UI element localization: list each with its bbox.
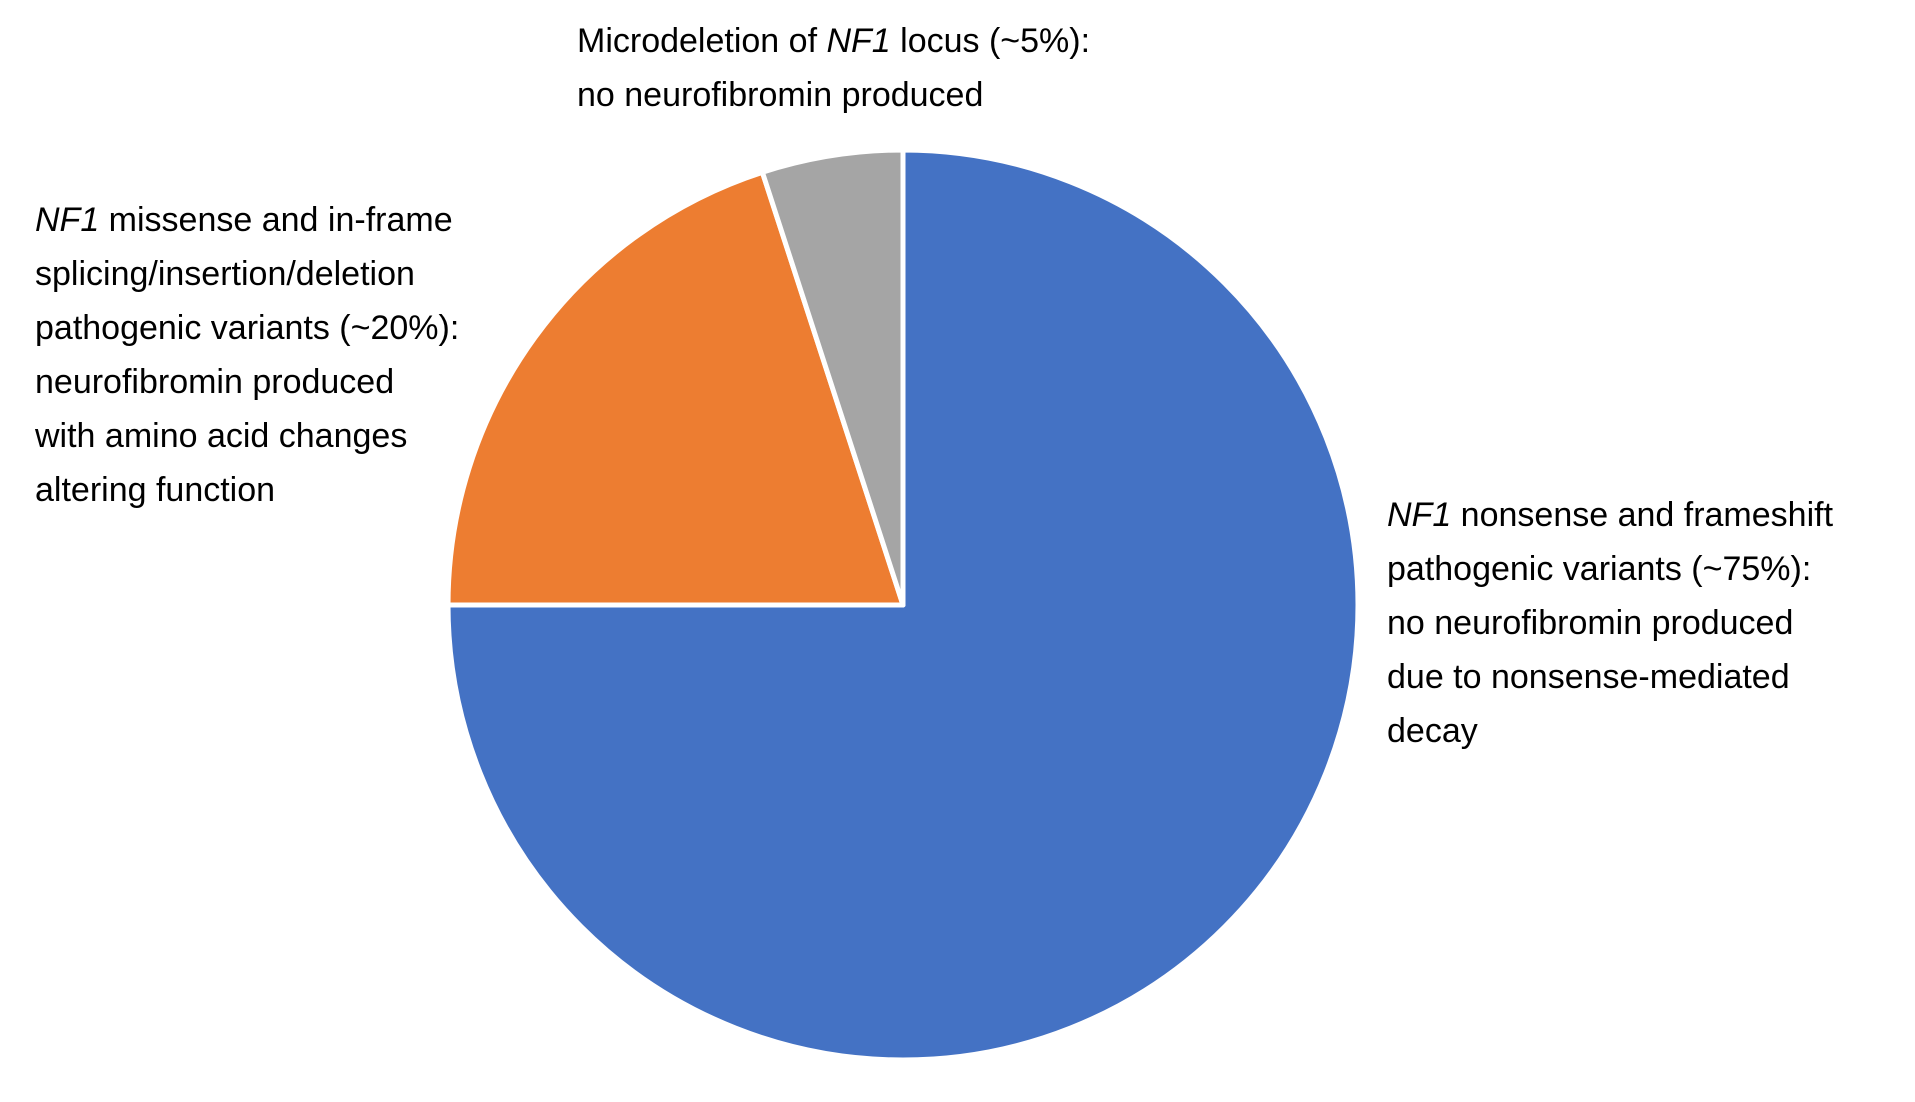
label-text: due to nonsense-mediated	[1387, 658, 1790, 696]
label-text: no neurofibromin produced	[577, 76, 984, 114]
label-line: no neurofibromin produced	[577, 68, 1090, 122]
label-text: NF1	[826, 22, 891, 60]
label-text: NF1	[35, 201, 100, 239]
label-line: with amino acid changes	[35, 409, 459, 463]
label-text: Microdeletion of	[577, 22, 827, 60]
label-line: pathogenic variants (~20%):	[35, 301, 459, 355]
label-text: missense and in-frame	[99, 201, 453, 239]
label-text: no neurofibromin produced	[1387, 604, 1794, 642]
label-text: with amino acid changes	[35, 417, 408, 455]
label-line: NF1 nonsense and frameshift	[1387, 488, 1833, 542]
label-text: splicing/insertion/deletion	[35, 255, 415, 293]
label-text: decay	[1387, 712, 1478, 750]
label-line: Microdeletion of NF1 locus (~5%):	[577, 14, 1090, 68]
label-text: locus (~5%):	[890, 22, 1091, 60]
slice-label: Microdeletion of NF1 locus (~5%): no neur…	[577, 14, 1090, 122]
label-text: NF1	[1387, 496, 1452, 534]
label-text: pathogenic variants (~75%):	[1387, 550, 1812, 588]
label-line: altering function	[35, 463, 459, 517]
label-line: due to nonsense-mediated	[1387, 650, 1833, 704]
slice-label: NF1 missense and in-frame splicing/insert…	[35, 193, 459, 517]
label-line: decay	[1387, 704, 1833, 758]
label-text: altering function	[35, 471, 276, 509]
pie-slice	[445, 169, 906, 608]
label-line: no neurofibromin produced	[1387, 596, 1833, 650]
label-text: nonsense and frameshift	[1451, 496, 1834, 534]
label-text: neurofibromin produced	[35, 363, 395, 401]
label-text: pathogenic variants (~20%):	[35, 309, 460, 347]
slice-label: NF1 nonsense and frameshift pathogenic va…	[1387, 488, 1833, 758]
pie-slice	[759, 147, 906, 608]
pie-slice	[445, 147, 1361, 1063]
label-line: splicing/insertion/deletion	[35, 247, 459, 301]
label-line: neurofibromin produced	[35, 355, 459, 409]
label-line: pathogenic variants (~75%):	[1387, 542, 1833, 596]
label-line: NF1 missense and in-frame	[35, 193, 459, 247]
